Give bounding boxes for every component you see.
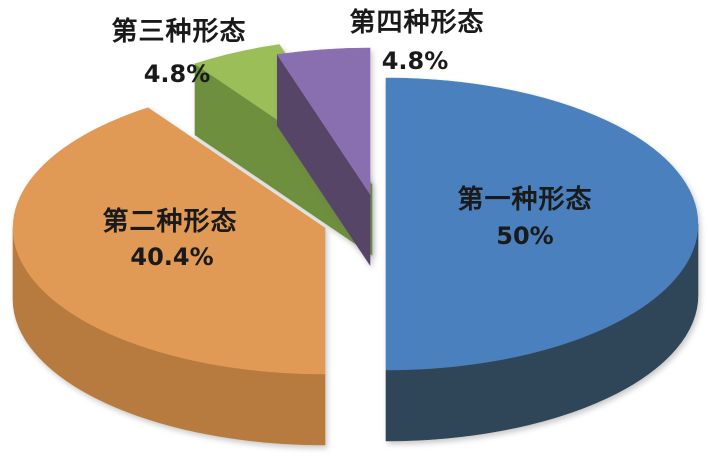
pie-slice-1 bbox=[385, 77, 699, 442]
slice-value-third-form: 4.8% bbox=[143, 60, 211, 88]
slice-label-third-form: 第三种形态 bbox=[111, 17, 247, 47]
slice-value-fourth-form: 4.8% bbox=[381, 47, 449, 75]
slice-label-second-form: 第二种形态 bbox=[102, 207, 238, 237]
pie-slice-4 bbox=[276, 47, 371, 266]
slice-label-fourth-form: 第四种形态 bbox=[349, 8, 485, 38]
slice-value-second-form: 40.4% bbox=[130, 243, 214, 271]
slice-value-first-form: 50% bbox=[496, 222, 554, 250]
pie-slice-2 bbox=[12, 107, 326, 446]
slice-label-first-form: 第一种形态 bbox=[457, 185, 593, 215]
